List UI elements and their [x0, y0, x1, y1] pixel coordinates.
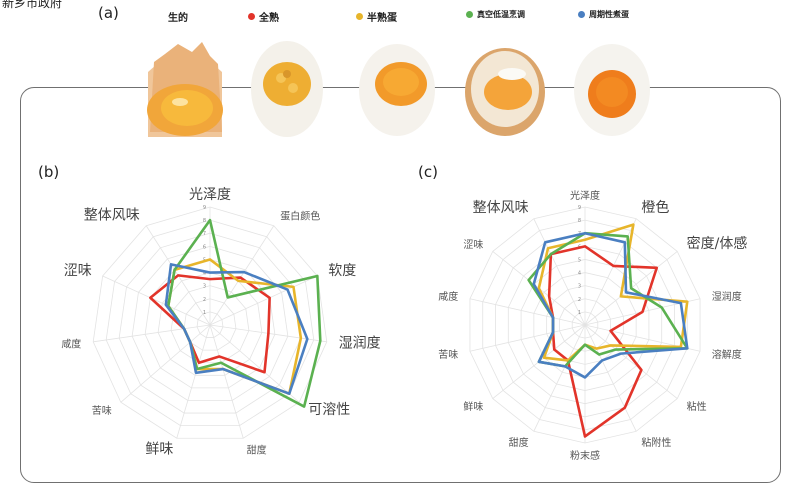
grid-spoke — [584, 324, 637, 432]
axis-label: 涩味 — [64, 263, 92, 279]
axis-label: 光泽度 — [570, 189, 600, 202]
egg-soft-boiled-image — [359, 44, 435, 136]
grid-spoke — [120, 324, 211, 403]
egg-full-cooked-image — [251, 41, 323, 137]
axis-label: 溶解度 — [712, 348, 742, 361]
grid-spoke — [209, 275, 318, 326]
egg-raw-image — [147, 42, 223, 137]
grid-ring — [105, 219, 315, 427]
legend-label: 全熟 — [259, 13, 279, 24]
series-line — [164, 263, 309, 395]
axis-label: 鲜味 — [463, 400, 483, 413]
grid-ring — [92, 206, 328, 439]
tick-label: 6 — [203, 244, 206, 250]
tick-label: 9 — [203, 205, 206, 211]
legend-item-raw: 生的 — [168, 9, 188, 24]
legend-label: 周期性煮蛋 — [589, 10, 629, 19]
tick-label: 9 — [578, 205, 581, 211]
legend-label: 半熟蛋 — [367, 13, 397, 24]
grid-spoke — [584, 324, 678, 399]
legend-swatch-yellow — [356, 13, 363, 20]
legend-item-sous-vide: 真空低温烹调 — [466, 9, 525, 20]
axis-label: 粘性 — [687, 400, 707, 413]
legend-swatch-blue — [578, 11, 585, 18]
grid-spoke — [102, 275, 211, 326]
tick-label: 8 — [578, 218, 581, 224]
tick-label: 4 — [203, 271, 206, 277]
panel-b-label: (b) — [38, 163, 60, 181]
legend-label: 生的 — [168, 13, 188, 24]
grid-spoke — [533, 218, 586, 326]
tick-label: 7 — [203, 231, 206, 237]
tick-label: 8 — [203, 218, 206, 224]
source-watermark: 新乡市政府 — [2, 0, 63, 10]
axis-label: 粘附性 — [641, 436, 671, 449]
axis-label: 苦味 — [92, 404, 112, 417]
grid-spoke — [533, 324, 586, 432]
legend-swatch-green — [466, 11, 473, 18]
egg-periodic-boil-image — [574, 44, 650, 136]
grid-spoke — [209, 324, 300, 403]
grid-ring — [170, 285, 250, 364]
grid-spoke — [469, 298, 586, 326]
legend-item-soft-boiled: 半熟蛋 — [356, 9, 397, 24]
grid-ring — [196, 311, 224, 338]
axis-label: 甜度 — [509, 436, 529, 449]
axis-label: 密度/体感 — [687, 235, 748, 252]
egg-sous-vide-image — [465, 48, 545, 136]
axis-label: 整体风味 — [473, 200, 529, 216]
axis-label: 苦味 — [438, 348, 458, 361]
axis-label: 咸度 — [438, 290, 458, 303]
axis-label: 甜度 — [247, 444, 267, 457]
grid-spoke — [469, 324, 586, 352]
axis-label: 涩味 — [463, 239, 483, 251]
series-line — [166, 218, 322, 408]
axis-label: 橙色 — [641, 199, 669, 216]
grid-spoke — [209, 324, 244, 439]
grid-spoke — [176, 324, 211, 439]
axis-label: 可溶性 — [308, 402, 350, 418]
series-line — [537, 223, 689, 362]
tick-label: 1 — [578, 310, 581, 316]
legend-item-full-cooked: 全熟 — [248, 9, 279, 24]
legend-swatch-red — [248, 13, 255, 20]
series-line — [149, 274, 271, 374]
axis-label: 湿润度 — [339, 336, 381, 352]
grid-ring — [183, 298, 237, 351]
series-line — [547, 245, 659, 438]
panel-c-label: (c) — [418, 163, 438, 181]
tick-label: 5 — [578, 257, 581, 263]
tick-label: 2 — [203, 297, 206, 303]
series-line — [532, 231, 689, 379]
axis-label: 鲜味 — [145, 442, 173, 458]
axis-label: 蛋白颜色 — [280, 210, 320, 223]
axis-label: 光泽度 — [189, 187, 231, 203]
grid-spoke — [209, 225, 275, 326]
legend-label: 真空低温烹调 — [477, 10, 525, 19]
tick-label: 2 — [578, 297, 581, 303]
tick-label: 3 — [203, 284, 206, 290]
axis-label: 整体风味 — [84, 208, 140, 224]
grid-spoke — [93, 324, 211, 343]
axis-label: 咸度 — [61, 338, 81, 351]
axis-label: 湿润度 — [712, 290, 742, 303]
tick-label: 4 — [578, 271, 581, 277]
axis-label: 软度 — [328, 263, 356, 279]
legend-item-periodic-boil: 周期性煮蛋 — [578, 9, 629, 20]
grid-ring — [118, 232, 302, 414]
tick-label: 3 — [578, 284, 581, 290]
radar-chart-c: 123456789光泽度橙色密度/体感湿润度溶解度粘性粘附性粉末感甜度鲜味苦味咸… — [438, 189, 748, 462]
axis-label: 粉末感 — [570, 449, 600, 462]
panel-a-label: (a) — [98, 4, 119, 22]
tick-label: 1 — [203, 310, 206, 316]
